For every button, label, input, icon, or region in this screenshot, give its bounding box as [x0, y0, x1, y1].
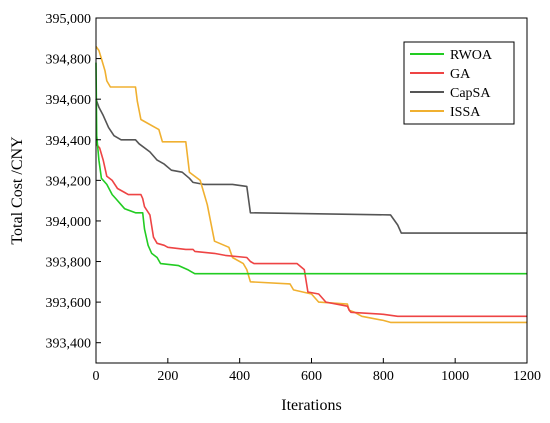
y-tick-label: 394,200 [46, 174, 92, 189]
x-tick-label: 1000 [441, 369, 469, 384]
x-tick-label: 800 [373, 369, 394, 384]
y-tick-label: 395,000 [46, 12, 92, 27]
x-tick-label: 0 [93, 369, 100, 384]
legend-label: RWOA [450, 48, 493, 63]
series-line-capsa [95, 98, 527, 234]
x-tick-label: 400 [229, 369, 250, 384]
y-tick-label: 394,600 [46, 93, 92, 108]
y-tick-label: 394,000 [46, 215, 92, 230]
legend-label: ISSA [450, 105, 481, 120]
legend-label: GA [450, 67, 471, 82]
x-tick-label: 200 [157, 369, 178, 384]
series-layer [95, 45, 527, 324]
y-tick-label: 394,400 [46, 134, 92, 149]
y-tick-label: 393,400 [46, 337, 92, 352]
ticks-layer: 0 200 400 600 800 1000 1200 393,400 393,600 393,8… [46, 12, 542, 384]
series-line-rwoa [95, 62, 527, 275]
legend-label: CapSA [450, 86, 491, 101]
series-line-ga [95, 143, 527, 318]
x-tick-label: 600 [301, 369, 322, 384]
x-tick-label: 1200 [513, 369, 541, 384]
legend: RWOA GA CapSA ISSA [403, 41, 515, 125]
y-tick-label: 393,800 [46, 256, 92, 271]
y-tick-label: 394,800 [46, 53, 92, 68]
x-axis-label: Iterations [281, 397, 341, 414]
y-axis-label: Total Cost /CNY [9, 136, 26, 245]
y-tick-label: 393,600 [46, 296, 92, 311]
